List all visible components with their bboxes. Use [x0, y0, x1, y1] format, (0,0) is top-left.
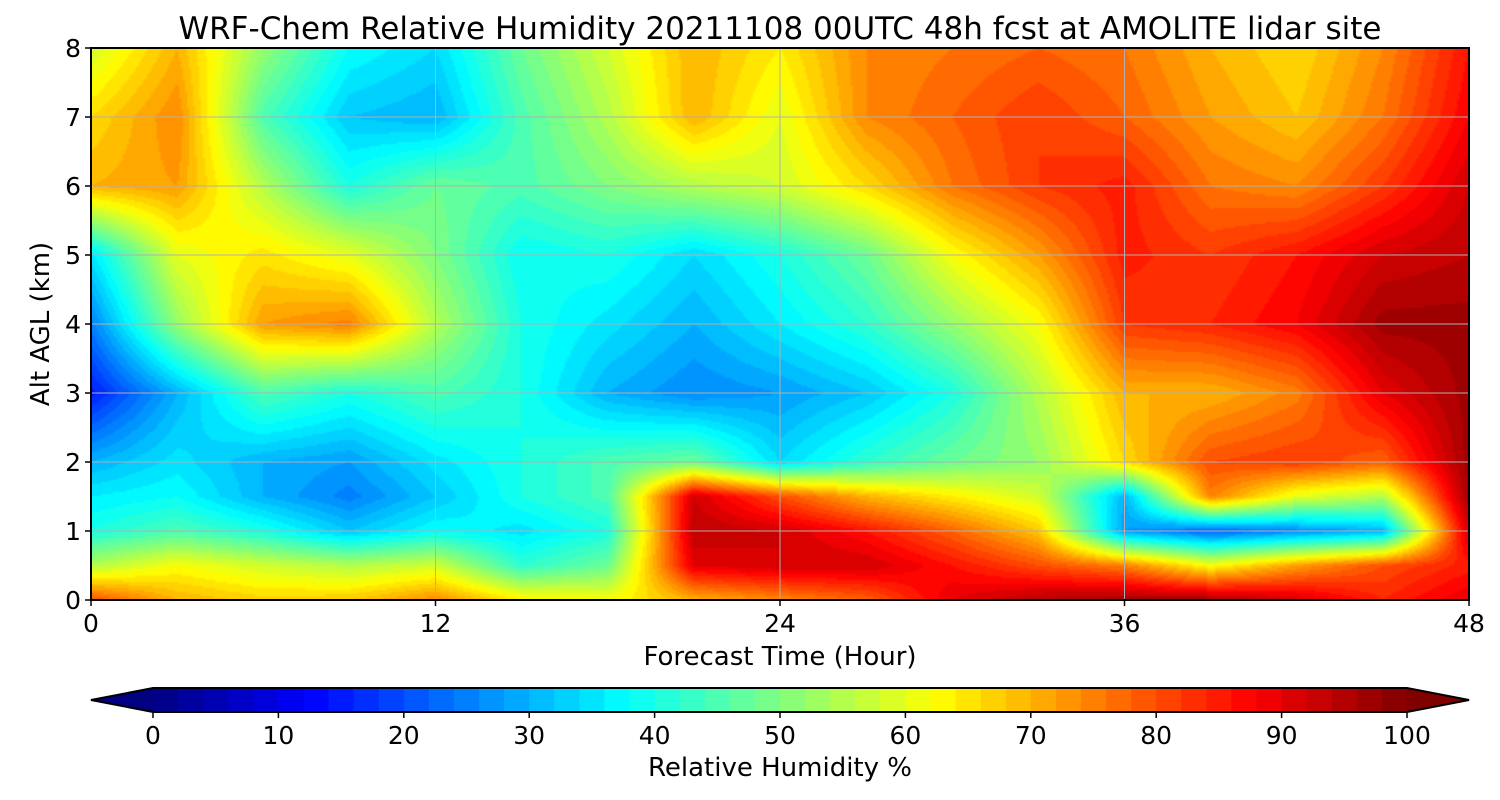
colorbar-level [554, 688, 580, 712]
colorbar-level [930, 688, 957, 712]
colorbar-level [1131, 688, 1157, 712]
colorbar-level [428, 688, 455, 712]
colorbar-level [604, 688, 631, 712]
colorbar-level [729, 688, 756, 712]
colorbar-level [805, 688, 831, 712]
colorbar-level [1206, 688, 1233, 712]
colorbar-tick-label: 70 [1015, 721, 1047, 750]
x-tick-label: 36 [1109, 609, 1141, 638]
x-axis-label: Forecast Time (Hour) [643, 642, 916, 672]
colorbar-level [203, 688, 229, 712]
colorbar-level [278, 688, 305, 712]
y-tick-label: 8 [65, 34, 81, 63]
colorbar-level [253, 688, 279, 712]
colorbar-level [1306, 688, 1333, 712]
colorbar-level [830, 688, 856, 712]
colorbar-level [905, 688, 932, 712]
colorbar-level [1055, 688, 1082, 712]
x-tick-label: 12 [420, 609, 452, 638]
colorbar-level [1381, 688, 1408, 712]
colorbar-ticks: 0 10 20 30 40 50 60 70 80 90 100 [145, 712, 1431, 750]
y-tick-label: 1 [65, 517, 81, 546]
colorbar-level [679, 688, 706, 712]
colorbar-level [228, 688, 254, 712]
colorbar-label: Relative Humidity % [648, 753, 912, 783]
y-axis: 0 1 2 3 4 5 6 7 8 [65, 34, 91, 615]
colorbar-extend-low [91, 688, 153, 712]
colorbar-tick-label: 90 [1266, 721, 1298, 750]
colorbar: 0 10 20 30 40 50 60 70 80 90 100 Relative Humidity… [90, 687, 1470, 783]
colorbar-tick-label: 10 [262, 721, 294, 750]
colorbar-level [654, 688, 681, 712]
colorbar-extend-high [1407, 688, 1469, 712]
colorbar-level [1030, 688, 1057, 712]
colorbar-level [754, 688, 781, 712]
colorbar-tick-label: 60 [889, 721, 921, 750]
colorbar-level [629, 688, 656, 712]
colorbar-level [880, 688, 906, 712]
y-tick-label: 4 [65, 310, 81, 339]
colorbar-level [955, 688, 982, 712]
y-axis-label: Alt AGL (km) [26, 242, 56, 406]
colorbar-tick-label: 40 [639, 721, 671, 750]
colorbar-tick-label: 80 [1140, 721, 1172, 750]
colorbar-fill [91, 688, 1469, 712]
colorbar-level [403, 688, 430, 712]
colorbar-level [1356, 688, 1383, 712]
colorbar-tick-label: 100 [1383, 721, 1431, 750]
colorbar-tick-label: 20 [388, 721, 420, 750]
colorbar-level [1156, 688, 1182, 712]
colorbar-level [1256, 688, 1283, 712]
y-tick-label: 5 [65, 241, 81, 270]
colorbar-level [453, 688, 480, 712]
colorbar-level [504, 688, 530, 712]
colorbar-level [1106, 688, 1132, 712]
colorbar-level [378, 688, 405, 712]
x-axis: 0 12 24 36 48 [83, 600, 1485, 638]
colorbar-level [328, 688, 355, 712]
colorbar-level [303, 688, 330, 712]
y-tick-label: 2 [65, 448, 81, 477]
chart-title: WRF-Chem Relative Humidity 20211108 00UT… [178, 11, 1381, 47]
colorbar-tick-label: 30 [513, 721, 545, 750]
y-tick-label: 7 [65, 103, 81, 132]
x-tick-label: 48 [1453, 609, 1485, 638]
x-tick-label: 24 [764, 609, 796, 638]
y-tick-label: 6 [65, 172, 81, 201]
colorbar-level [704, 688, 731, 712]
colorbar-tick-label: 0 [145, 721, 161, 750]
colorbar-level [479, 688, 505, 712]
colorbar-level [855, 688, 881, 712]
colorbar-level [579, 688, 606, 712]
colorbar-level [178, 688, 204, 712]
grid-lines [91, 48, 1469, 600]
colorbar-level [780, 688, 806, 712]
colorbar-level [1281, 688, 1308, 712]
colorbar-level [980, 688, 1007, 712]
colorbar-level [1181, 688, 1207, 712]
y-tick-label: 3 [65, 379, 81, 408]
colorbar-level [1080, 688, 1107, 712]
plot-area [90, 47, 1470, 601]
x-tick-label: 0 [83, 609, 99, 638]
colorbar-level [353, 688, 380, 712]
colorbar-tick-label: 50 [764, 721, 796, 750]
colorbar-level [1231, 688, 1258, 712]
colorbar-level [1005, 688, 1032, 712]
colorbar-level [1331, 688, 1358, 712]
y-tick-label: 0 [65, 586, 81, 615]
colorbar-level [153, 688, 179, 712]
colorbar-level [529, 688, 555, 712]
